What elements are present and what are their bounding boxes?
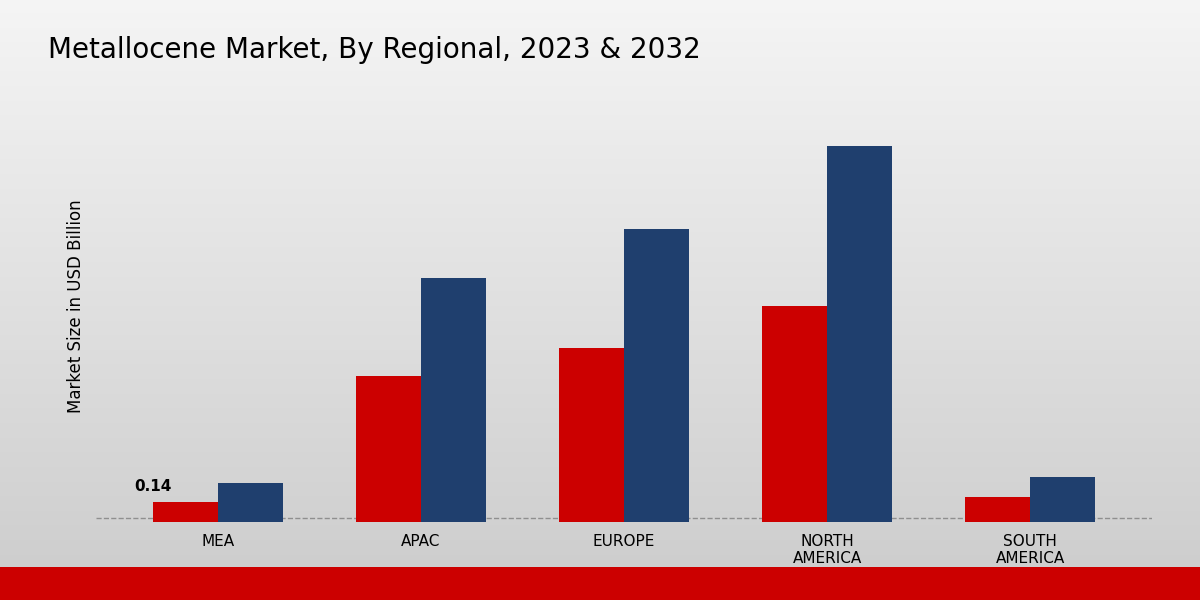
Bar — [827, 146, 892, 522]
Bar — [624, 229, 689, 522]
Bar — [218, 483, 283, 522]
Bar — [1030, 478, 1096, 522]
Y-axis label: Market Size in USD Billion: Market Size in USD Billion — [67, 199, 85, 413]
Bar — [356, 376, 421, 522]
Bar — [965, 497, 1030, 522]
Bar — [559, 348, 624, 522]
Bar — [152, 502, 218, 522]
Text: Metallocene Market, By Regional, 2023 & 2032: Metallocene Market, By Regional, 2023 & … — [48, 36, 701, 64]
Bar — [421, 278, 486, 522]
Bar — [762, 306, 827, 522]
Text: 0.14: 0.14 — [134, 479, 172, 494]
